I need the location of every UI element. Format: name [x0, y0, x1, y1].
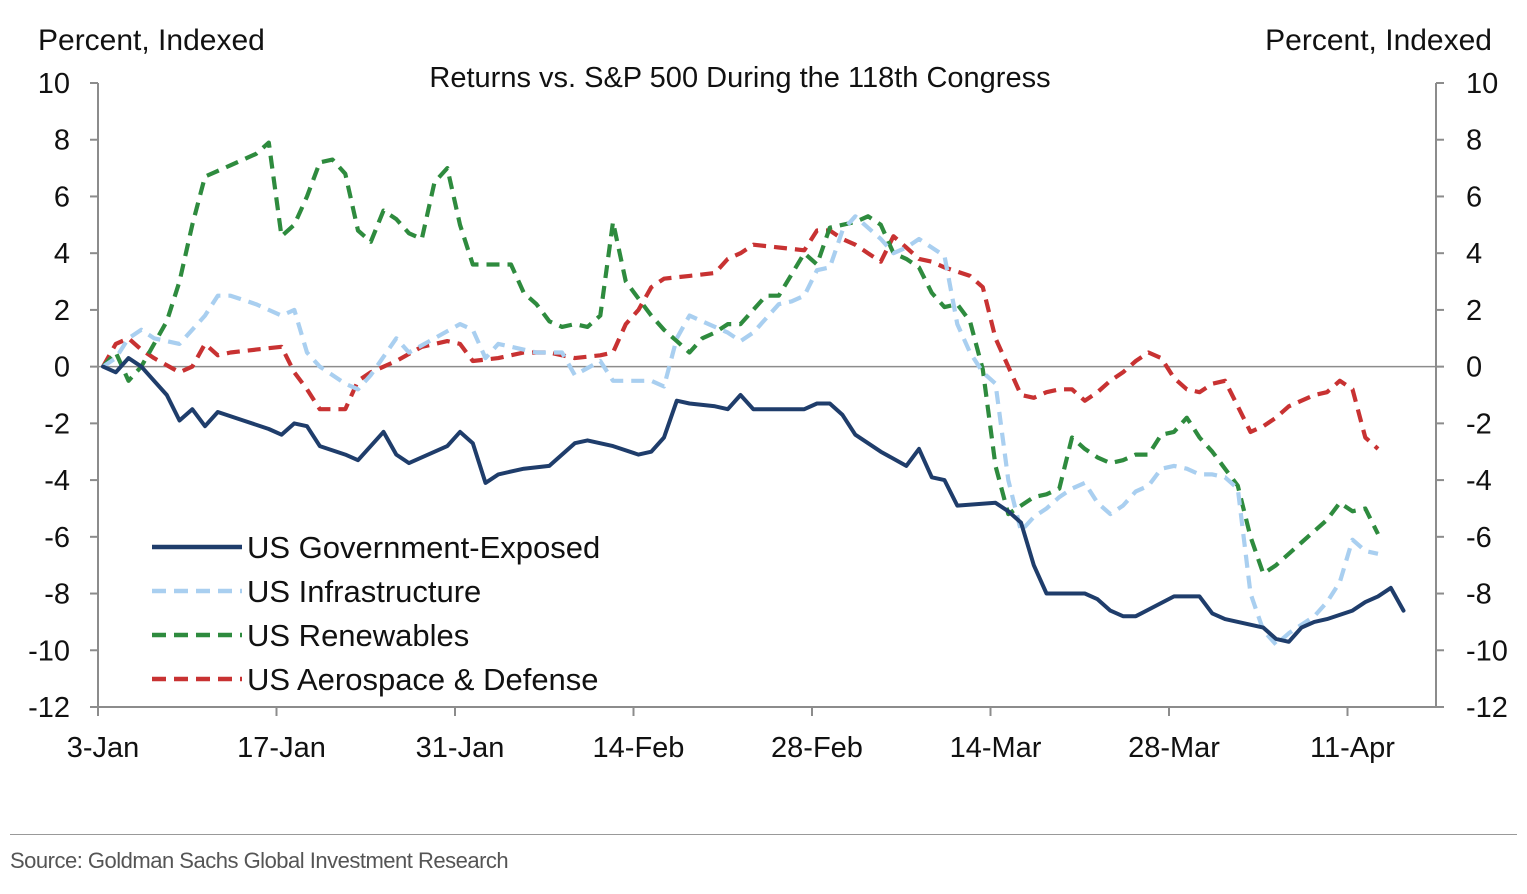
left-y-tick-label: 8: [54, 125, 70, 157]
right-y-tick-label: -12: [1466, 692, 1508, 724]
right-y-tick-label: 8: [1466, 125, 1482, 157]
source-note: Source: Goldman Sachs Global Investment …: [10, 848, 509, 873]
right-y-tick-label: -10: [1466, 635, 1508, 667]
left-y-tick-label: -10: [28, 635, 70, 667]
left-y-tick-label: 0: [54, 352, 70, 384]
left-y-tick-label: 4: [54, 238, 70, 270]
right-y-tick-label: 0: [1466, 352, 1482, 384]
x-tick-label: 28-Mar: [1128, 732, 1220, 764]
left-y-tick-label: 10: [38, 68, 70, 100]
right-y-tick-label: -6: [1466, 522, 1492, 554]
x-tick-label: 11-Apr: [1310, 732, 1395, 764]
right-y-tick-label: -4: [1466, 465, 1492, 497]
x-tick-label: 28-Feb: [771, 732, 863, 764]
right-y-tick-label: 6: [1466, 181, 1482, 213]
right-y-tick-label: -2: [1466, 408, 1492, 440]
legend-label: US Aerospace & Defense: [247, 662, 599, 697]
axes: 10 10 8 8 6 6 4 4 2 2 0 0 -2 -2 -4 -4 -6 -6 -8 -8 -10 -10 -12 -…: [28, 68, 1508, 764]
left-y-tick-label: -2: [44, 408, 70, 440]
left-axis-unit-label: Percent, Indexed: [38, 24, 265, 57]
left-y-tick-label: -12: [28, 692, 70, 724]
legend-label: US Renewables: [247, 618, 469, 653]
x-tick-label: 14-Mar: [950, 732, 1042, 764]
left-y-tick-label: -8: [44, 579, 70, 611]
left-y-tick-label: 2: [54, 295, 70, 327]
left-y-tick-label: 6: [54, 181, 70, 213]
source-divider: [10, 834, 1517, 835]
series-layer: [101, 140, 1406, 647]
right-y-tick-label: 10: [1466, 68, 1498, 100]
x-tick-label: 3-Jan: [67, 732, 140, 764]
series-line-us-renewables: [101, 140, 1380, 576]
x-tick-label: 31-Jan: [416, 732, 505, 764]
chart-title: Returns vs. S&P 500 During the 118th Con…: [429, 62, 1050, 94]
legend-label: US Infrastructure: [247, 574, 481, 609]
right-y-tick-label: 4: [1466, 238, 1482, 270]
right-axis-unit-label: Percent, Indexed: [1265, 24, 1492, 57]
left-y-tick-label: -4: [44, 465, 70, 497]
series-line-us-government-exposed: [101, 356, 1406, 644]
left-y-tick-label: -6: [44, 522, 70, 554]
x-tick-label: 14-Feb: [593, 732, 685, 764]
series-line-us-aerospace-defense: [101, 228, 1380, 451]
right-y-tick-label: -8: [1466, 579, 1492, 611]
legend: US Government-Exposed US Infrastructure US…: [152, 530, 600, 697]
x-tick-label: 17-Jan: [237, 732, 326, 764]
right-y-tick-label: 2: [1466, 295, 1482, 327]
legend-label: US Government-Exposed: [247, 530, 600, 565]
